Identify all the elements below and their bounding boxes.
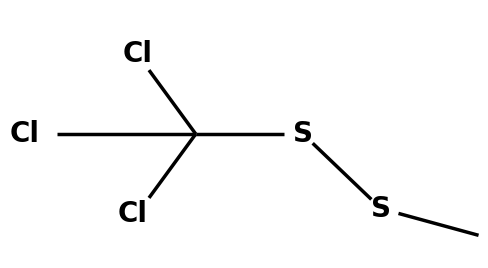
Text: Cl: Cl [122,40,152,68]
Text: Cl: Cl [10,120,40,148]
Text: S: S [370,195,390,223]
Text: S: S [292,120,312,148]
Text: Cl: Cl [117,200,147,228]
